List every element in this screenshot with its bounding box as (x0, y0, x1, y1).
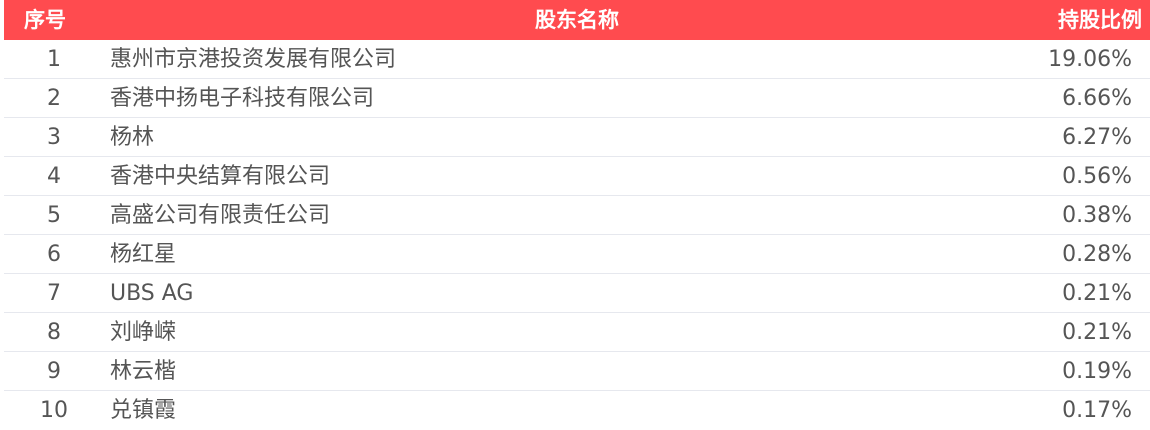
row-index: 5 (47, 203, 61, 228)
table-row: 4 香港中央结算有限公司 0.56% (4, 157, 1150, 196)
table-header: 股东名称 序号 持股比例 (4, 0, 1150, 40)
table-row: 6 杨红星 0.28% (4, 235, 1150, 274)
row-name: UBS AG (110, 281, 194, 306)
row-name: 惠州市京港投资发展有限公司 (110, 47, 397, 72)
row-ratio: 0.21% (1062, 281, 1132, 306)
table-row: 3 杨林 6.27% (4, 118, 1150, 157)
table-row: 9 林云楷 0.19% (4, 352, 1150, 391)
table-row: 8 刘峥嵘 0.21% (4, 313, 1150, 352)
row-index: 3 (47, 125, 61, 150)
row-name: 兑镇霞 (110, 398, 177, 423)
row-index: 10 (40, 398, 68, 423)
table-row: 1 惠州市京港投资发展有限公司 19.06% (4, 40, 1150, 79)
table-row: 2 香港中扬电子科技有限公司 6.66% (4, 79, 1150, 118)
row-ratio: 6.66% (1062, 86, 1132, 111)
row-ratio: 6.27% (1062, 125, 1132, 150)
row-index: 2 (47, 86, 61, 111)
header-name: 股东名称 (535, 8, 619, 32)
row-name: 林云楷 (110, 359, 177, 384)
row-ratio: 0.38% (1062, 203, 1132, 228)
row-ratio: 0.17% (1062, 398, 1132, 423)
row-name: 杨红星 (110, 242, 177, 267)
row-name: 杨林 (110, 125, 155, 150)
row-index: 4 (47, 164, 61, 189)
row-ratio: 0.19% (1062, 359, 1132, 384)
row-name: 刘峥嵘 (110, 320, 177, 345)
row-name: 香港中扬电子科技有限公司 (110, 86, 375, 111)
row-index: 8 (47, 320, 61, 345)
row-index: 7 (47, 281, 61, 306)
row-index: 6 (47, 242, 61, 267)
row-index: 9 (47, 359, 61, 384)
row-ratio: 19.06% (1048, 47, 1132, 72)
row-ratio: 0.28% (1062, 242, 1132, 267)
header-ratio: 持股比例 (1058, 8, 1142, 32)
row-index: 1 (47, 47, 61, 72)
header-index: 序号 (24, 8, 66, 32)
row-name: 香港中央结算有限公司 (110, 164, 331, 189)
table-row: 5 高盛公司有限责任公司 0.38% (4, 196, 1150, 235)
row-ratio: 0.56% (1062, 164, 1132, 189)
row-name: 高盛公司有限责任公司 (110, 203, 331, 228)
table-row: 10 兑镇霞 0.17% (4, 391, 1150, 430)
table-row: 7 UBS AG 0.21% (4, 274, 1150, 313)
row-ratio: 0.21% (1062, 320, 1132, 345)
shareholders-table: 股东名称 序号 持股比例 1 惠州市京港投资发展有限公司 19.06% 2 香港中扬电子… (4, 0, 1150, 430)
